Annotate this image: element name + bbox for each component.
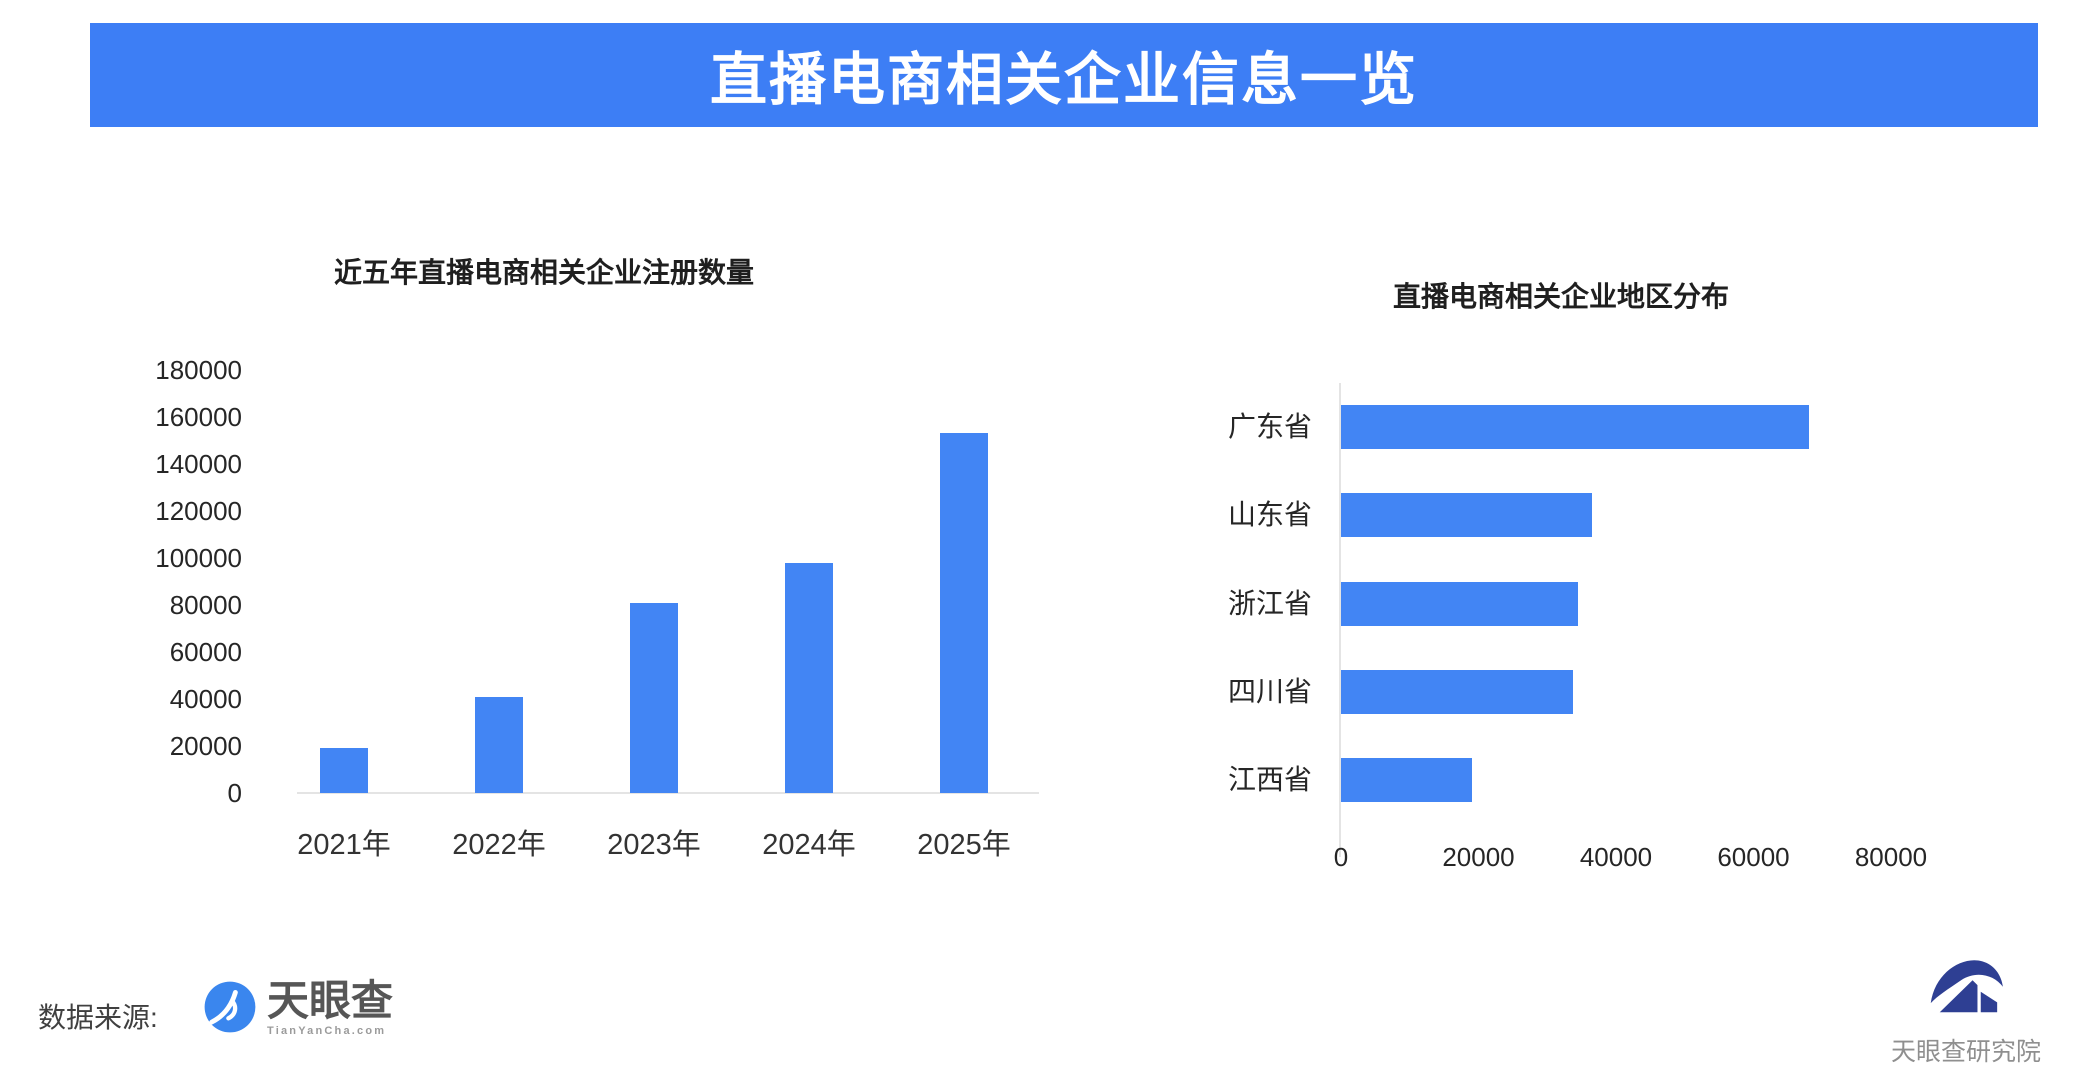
x-axis-line <box>297 792 1039 794</box>
y-tick-label: 0 <box>227 778 242 808</box>
tianyancha-logo: 天眼查 TianYanCha.com <box>203 980 393 1037</box>
tianyancha-research-emblem-icon <box>1930 960 2003 1013</box>
bar-2021年 <box>320 748 368 793</box>
category-label: 山东省 <box>1227 499 1312 531</box>
y-tick-label: 40000 <box>169 684 242 714</box>
category-label: 江西省 <box>1227 764 1312 795</box>
y-tick-label: 160000 <box>155 402 242 432</box>
category-label: 广东省 <box>1227 411 1312 442</box>
tianyancha-name: 天眼查 <box>267 977 394 1024</box>
y-tick-label: 80000 <box>169 590 242 620</box>
research-institute-name: 天眼查研究院 <box>1891 1038 2042 1066</box>
y-tick-label: 180000 <box>155 355 242 385</box>
tianyancha-wordmark: 天眼查 TianYanCha.com <box>267 977 394 1038</box>
x-axis-label: 2023年 <box>607 829 701 861</box>
y-tick-label: 140000 <box>155 449 242 479</box>
research-institute-logo: 天眼查研究院 <box>1891 952 2042 1068</box>
y-tick-label: 100000 <box>155 543 242 573</box>
y-axis-line <box>1339 383 1341 857</box>
bar-2023年 <box>630 602 678 793</box>
bar-2025年 <box>940 433 988 793</box>
y-tick-label: 120000 <box>155 496 242 526</box>
category-label: 四川省 <box>1227 675 1312 707</box>
page-title: 直播电商相关企业信息一览 <box>710 48 1418 112</box>
x-tick-label: 20000 <box>1442 842 1515 872</box>
y-tick-label: 20000 <box>169 731 242 761</box>
bar-广东省 <box>1341 405 1809 449</box>
x-axis-label: 2022年 <box>452 829 546 861</box>
x-tick-label: 60000 <box>1717 842 1790 872</box>
bar-浙江省 <box>1341 581 1579 626</box>
bar-四川省 <box>1341 669 1574 714</box>
bar-2024年 <box>785 562 833 793</box>
y-tick-label: 60000 <box>169 637 242 667</box>
chart-title-regions: 直播电商相关企业地区分布 <box>1393 281 1730 313</box>
category-label: 浙江省 <box>1227 587 1312 619</box>
tianyancha-swirl-icon <box>204 981 256 1033</box>
x-tick-label: 40000 <box>1579 842 1653 872</box>
bar-2022年 <box>475 696 523 793</box>
x-axis-label: 2025年 <box>917 829 1011 861</box>
bar-江西省 <box>1341 758 1472 802</box>
x-axis-label: 2021年 <box>297 829 391 861</box>
title-banner: 直播电商相关企业信息一览 <box>90 23 2038 127</box>
tianyancha-domain: TianYanCha.com <box>267 1025 387 1037</box>
x-axis-label: 2024年 <box>762 829 856 861</box>
x-tick-label: 80000 <box>1854 842 1928 872</box>
data-source-label: 数据来源: <box>38 1002 158 1033</box>
bar-山东省 <box>1341 493 1592 538</box>
chart-title-registrations: 近五年直播电商相关企业注册数量 <box>334 257 755 289</box>
x-tick-label: 0 <box>1333 842 1349 872</box>
